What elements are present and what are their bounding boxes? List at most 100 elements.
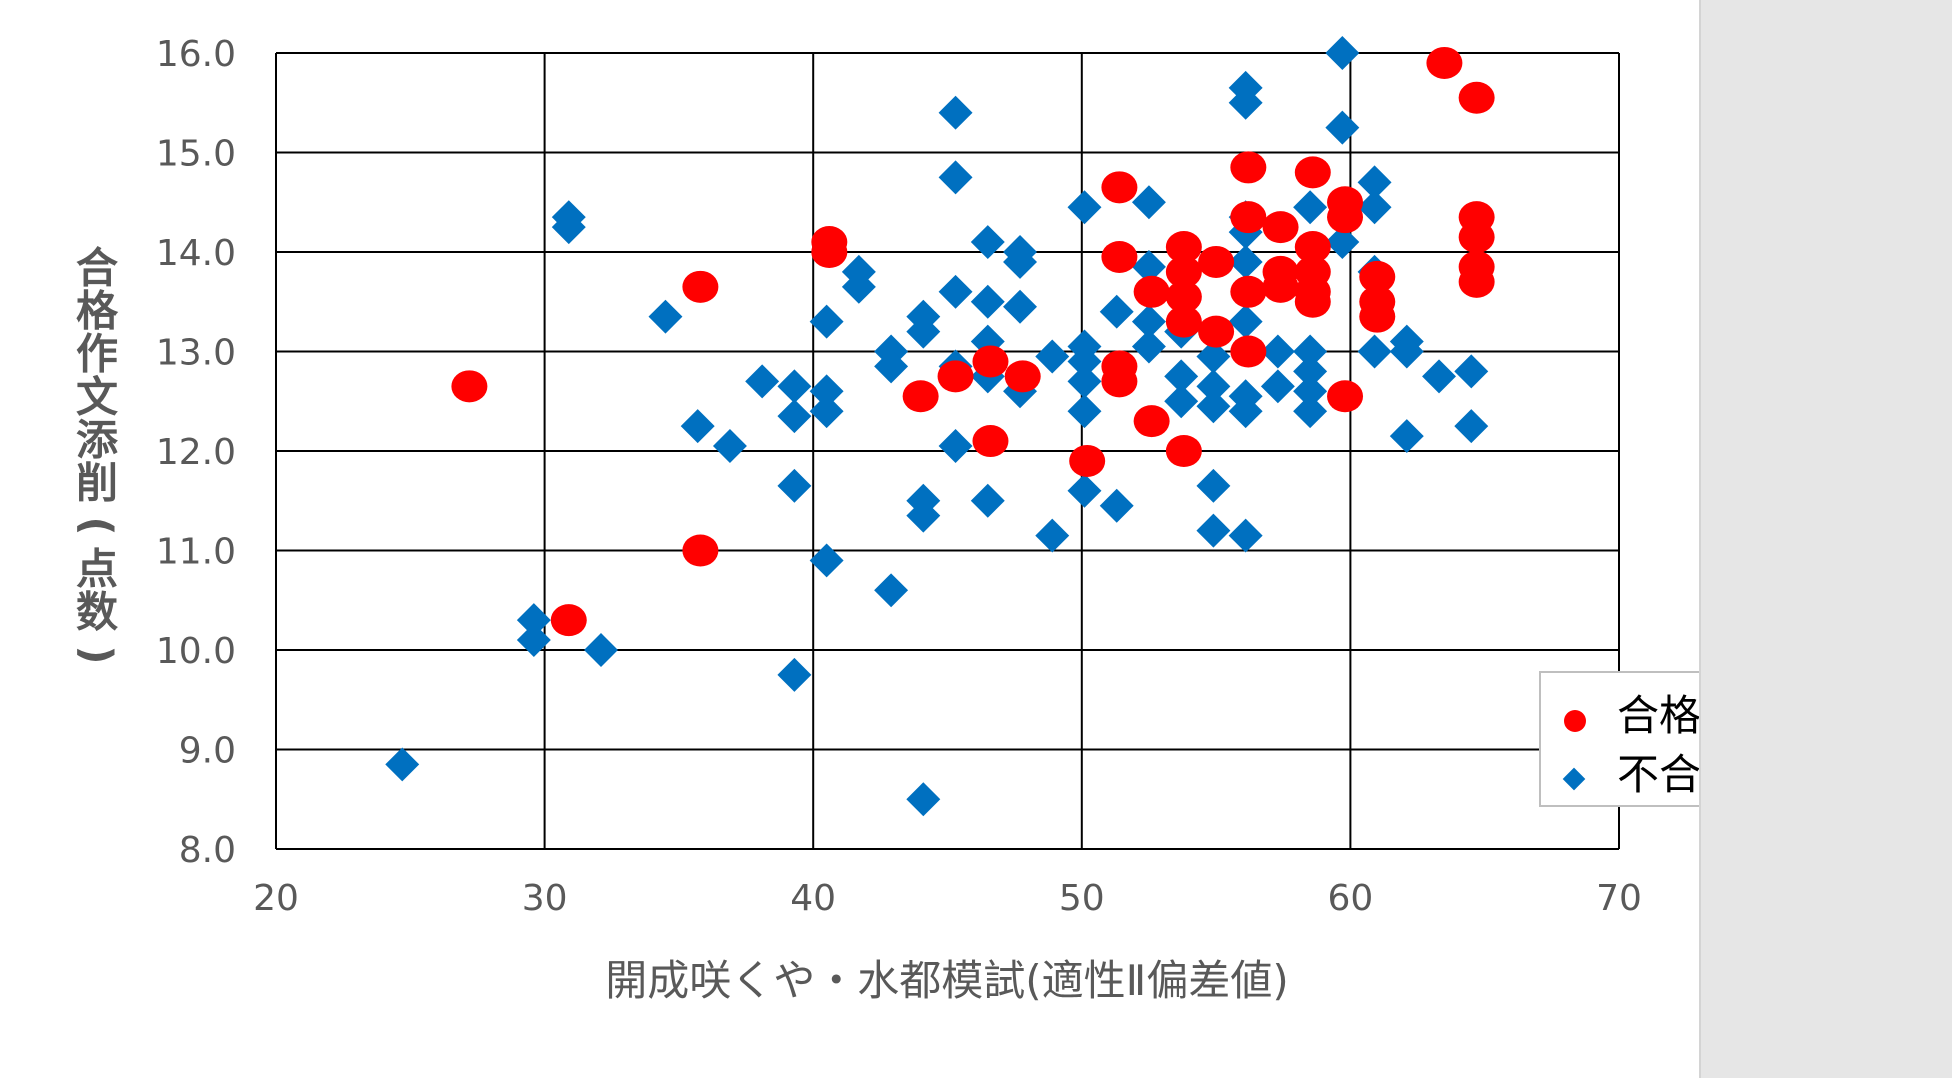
data-point-passed <box>1133 405 1170 438</box>
data-point-failed <box>1099 488 1134 523</box>
data-point-failed <box>1099 294 1134 329</box>
data-point-passed <box>451 370 488 403</box>
data-point-failed <box>1389 419 1424 454</box>
data-point-passed <box>1294 156 1331 189</box>
data-point-failed <box>1196 369 1231 404</box>
data-point-failed <box>1260 334 1295 369</box>
data-point-passed <box>1165 231 1202 264</box>
data-point-passed <box>811 236 848 268</box>
data-point-passed <box>1165 435 1202 467</box>
x-tick-label: 70 <box>1596 878 1642 919</box>
data-point-failed <box>938 95 973 130</box>
y-axis-title-char: 格 <box>76 287 119 336</box>
data-point-failed <box>1164 359 1199 394</box>
y-axis-title-char: 添 <box>76 416 118 465</box>
y-tick-label: 12.0 <box>156 432 236 473</box>
data-point-passed <box>1230 201 1267 234</box>
x-tick-label: 50 <box>1059 878 1105 919</box>
x-tick-label: 40 <box>790 878 836 919</box>
data-point-passed <box>1294 285 1331 318</box>
data-point-failed <box>1164 384 1199 419</box>
y-tick-label: 11.0 <box>156 532 236 573</box>
legend-label-failed: 不合格者 <box>1617 750 1699 799</box>
legend: 合格者 不合格者 <box>1539 671 1699 807</box>
legend-box <box>1539 671 1699 807</box>
data-point-passed <box>682 534 719 567</box>
data-point-failed <box>1293 394 1328 429</box>
data-point-failed <box>648 299 683 334</box>
data-point-failed <box>809 394 844 429</box>
data-point-failed <box>1067 394 1102 429</box>
data-point-failed <box>906 782 941 817</box>
data-point-passed <box>1230 275 1267 308</box>
data-point-failed <box>1293 190 1328 225</box>
y-tick-label: 15.0 <box>156 134 236 175</box>
data-point-failed <box>970 284 1005 319</box>
data-point-failed <box>1003 289 1037 324</box>
data-point-passed <box>1327 201 1364 234</box>
y-tick-label: 9.0 <box>179 731 236 772</box>
data-point-failed <box>809 374 844 409</box>
y-axis-title-char: 点 <box>76 545 118 594</box>
data-point-failed <box>874 349 909 384</box>
data-point-failed <box>1293 374 1328 409</box>
x-tick-label: 30 <box>522 878 568 919</box>
data-point-passed <box>1426 46 1463 79</box>
data-point-failed <box>1325 110 1360 145</box>
data-point-failed <box>938 274 973 309</box>
data-point-passed <box>1327 380 1364 413</box>
data-point-passed <box>1165 280 1202 313</box>
data-point-failed <box>1035 339 1070 374</box>
data-point-failed <box>809 543 844 578</box>
data-point-failed <box>777 399 812 434</box>
data-point-passed <box>1294 231 1331 264</box>
y-tick-label: 8.0 <box>179 830 236 871</box>
data-point-failed <box>841 269 876 304</box>
data-point-failed <box>1228 518 1263 553</box>
data-point-passed <box>1165 255 1202 288</box>
data-point-passed <box>972 425 1009 458</box>
y-tick-label: 13.0 <box>156 333 236 374</box>
data-point-passed <box>937 360 974 393</box>
data-point-passed <box>902 380 939 413</box>
y-axis-title-char: 数 <box>76 588 118 637</box>
data-point-passed <box>1198 315 1235 348</box>
data-point-failed <box>1357 190 1392 225</box>
data-point-failed <box>680 409 715 444</box>
data-point-failed <box>970 225 1005 260</box>
data-point-failed <box>809 304 844 339</box>
data-point-failed <box>1131 329 1166 364</box>
data-point-failed <box>516 603 551 638</box>
data-point-passed <box>1458 221 1495 254</box>
data-point-failed <box>1067 364 1102 399</box>
data-point-passed <box>1359 300 1396 333</box>
y-axis-title-char: 削 <box>76 459 118 508</box>
data-point-failed <box>1131 185 1166 220</box>
data-point-failed <box>906 498 941 533</box>
y-tick-label: 10.0 <box>156 631 236 672</box>
x-axis-title: 開成咲くや・水都模試(適性Ⅱ偏差値) <box>605 956 1288 1005</box>
data-point-failed <box>1067 190 1102 225</box>
data-point-passed <box>1133 275 1170 308</box>
x-tick-label: 20 <box>253 878 299 919</box>
data-point-failed <box>1260 369 1295 404</box>
y-axis-title-char: 合 <box>76 244 118 293</box>
y-axis-ticks: 8.0 9.0 10.0 11.0 12.0 13.0 14.0 15.0 16.0 <box>156 34 236 871</box>
data-point-passed <box>1458 81 1495 114</box>
data-point-failed <box>777 369 812 404</box>
data-point-passed <box>972 345 1009 378</box>
x-axis-ticks: 20 30 40 50 60 70 <box>253 878 1642 919</box>
data-point-failed <box>1325 225 1360 260</box>
data-point-failed <box>551 210 586 245</box>
data-point-passed <box>682 270 719 303</box>
legend-label-passed: 合格者 <box>1617 691 1699 740</box>
data-point-failed <box>1196 513 1231 548</box>
legend-marker-passed <box>1564 710 1586 732</box>
legend-marker-failed <box>1562 767 1586 791</box>
data-point-passed <box>1458 265 1495 298</box>
data-point-passed <box>1004 360 1041 393</box>
data-point-passed <box>1230 335 1267 368</box>
data-point-failed <box>712 429 747 463</box>
y-tick-label: 14.0 <box>156 233 236 274</box>
data-point-passed <box>1101 365 1138 398</box>
